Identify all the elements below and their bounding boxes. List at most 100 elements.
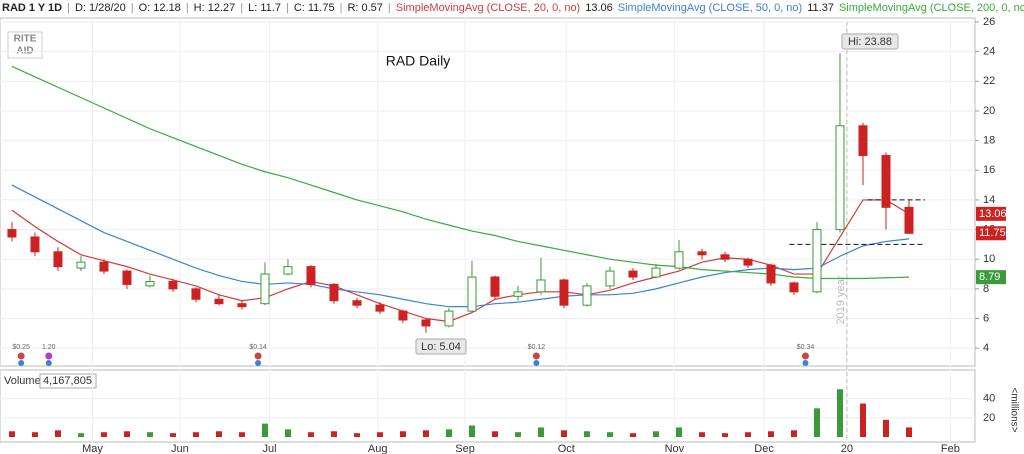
- event-label: $0.14: [249, 344, 267, 351]
- candle-body: [375, 304, 385, 312]
- volume-bar: [560, 430, 567, 437]
- candle-body: [30, 236, 40, 253]
- volume-bar: [905, 427, 912, 437]
- candle-body: [490, 276, 500, 297]
- annotation-box: [415, 338, 467, 355]
- price-tag: [976, 206, 1006, 221]
- candle-body: [720, 254, 730, 260]
- logo: AID: [16, 46, 33, 57]
- volume-bar: [468, 425, 475, 437]
- volume-bar: [307, 432, 314, 437]
- volume-bar: [261, 423, 268, 437]
- volume-bar: [123, 431, 130, 437]
- annotation: Hi: 23.88: [848, 36, 892, 48]
- price-tag-label: 8.79: [979, 271, 1000, 283]
- candle-body: [122, 270, 132, 285]
- volume-axis-label: <millions>: [1008, 387, 1019, 432]
- volume-bar: [330, 431, 337, 437]
- x-tick-label: Sep: [455, 443, 475, 454]
- candle-body: [743, 258, 753, 266]
- volume-bar: [77, 433, 84, 437]
- volume-bar: [215, 431, 222, 437]
- candle-body: [582, 285, 592, 306]
- candle-body: [168, 280, 178, 290]
- volume-bar: [813, 408, 820, 437]
- candle-body: [444, 310, 454, 327]
- volume-bar: [698, 432, 705, 437]
- volume-frame: [0, 369, 976, 443]
- close: C: 11.75: [293, 2, 335, 14]
- legend-entry: SimpleMovingAvg (CLOSE, 200, 0, no): [838, 2, 1024, 14]
- annotation-box: [841, 33, 899, 50]
- volume-bar: [721, 433, 728, 437]
- date: D: 1/28/20: [74, 2, 126, 14]
- volume-bar: [652, 431, 659, 437]
- volume-bar: [491, 431, 498, 437]
- legend-value: 13.06: [585, 2, 613, 14]
- volume-bar: [606, 432, 613, 437]
- annotation: Lo: 5.04: [421, 341, 461, 353]
- x-tick-label: Dec: [754, 443, 774, 454]
- volume-bar: [31, 432, 38, 437]
- candle-body: [605, 270, 615, 287]
- y-tick-label: 10: [983, 253, 995, 265]
- volume-bar: [238, 432, 245, 437]
- volume-bar: [353, 433, 360, 437]
- price-tag: [976, 226, 1006, 241]
- legend-entry: SimpleMovingAvg (CLOSE, 20, 0, no): [395, 2, 581, 14]
- price-tag-label: 13.06: [979, 208, 1007, 220]
- volume-bar: [8, 431, 15, 437]
- candle-body: [145, 280, 155, 287]
- candle-body: [858, 125, 868, 156]
- event-label: $0.12: [528, 344, 546, 351]
- event-icon: [45, 352, 53, 360]
- candle-body: [697, 251, 707, 256]
- volume-bar: [514, 432, 521, 437]
- volume-bar: [399, 431, 406, 437]
- sma-line: [11, 65, 910, 280]
- candle-body: [260, 273, 270, 305]
- y-tick-label: 14: [983, 194, 995, 206]
- legend-value: 11.37: [807, 2, 834, 14]
- y-tick-label: 20: [983, 412, 995, 424]
- event-icon: [801, 352, 809, 360]
- candle-body: [651, 267, 661, 278]
- low: L: 11.7: [248, 2, 281, 14]
- y-tick-label: 16: [983, 164, 995, 176]
- open: O: 12.18: [138, 2, 181, 14]
- event-label: $0.34: [797, 344, 815, 351]
- candle-body: [76, 261, 86, 269]
- candle-body: [421, 319, 431, 327]
- legend-entry: SimpleMovingAvg (CLOSE, 50, 0, no): [617, 2, 803, 14]
- candle-body: [467, 276, 477, 312]
- candle-body: [214, 298, 224, 305]
- volume-bar: [675, 427, 682, 437]
- candle-body: [559, 279, 569, 306]
- logo-box: [7, 31, 43, 59]
- candle-body: [237, 303, 247, 308]
- candle-body: [536, 279, 546, 293]
- event-icon: [802, 360, 809, 366]
- volume-bar: [836, 389, 843, 437]
- y-tick-label: 40: [983, 393, 995, 405]
- candle-body: [99, 261, 109, 272]
- range: R: 0.57: [347, 2, 383, 14]
- event-icon: [45, 360, 52, 366]
- volume-bar: [284, 429, 291, 437]
- event-icon: [254, 352, 262, 360]
- volume-bar: [169, 433, 176, 437]
- sma-line: [11, 184, 910, 308]
- candle-body: [283, 266, 293, 275]
- symbol: RAD 1 Y 1D: [2, 2, 63, 14]
- x-tick-label: Feb: [941, 443, 960, 454]
- volume-bar: [767, 431, 774, 437]
- year-label: 2019 year: [835, 275, 847, 324]
- x-tick-label: Jul: [263, 443, 277, 454]
- price-tag-label: 11.75: [979, 227, 1006, 239]
- event-icon: [533, 360, 540, 366]
- logo: RITE: [14, 34, 37, 45]
- candle-body: [398, 310, 408, 321]
- y-tick-label: 24: [983, 46, 995, 58]
- candle-body: [306, 266, 316, 285]
